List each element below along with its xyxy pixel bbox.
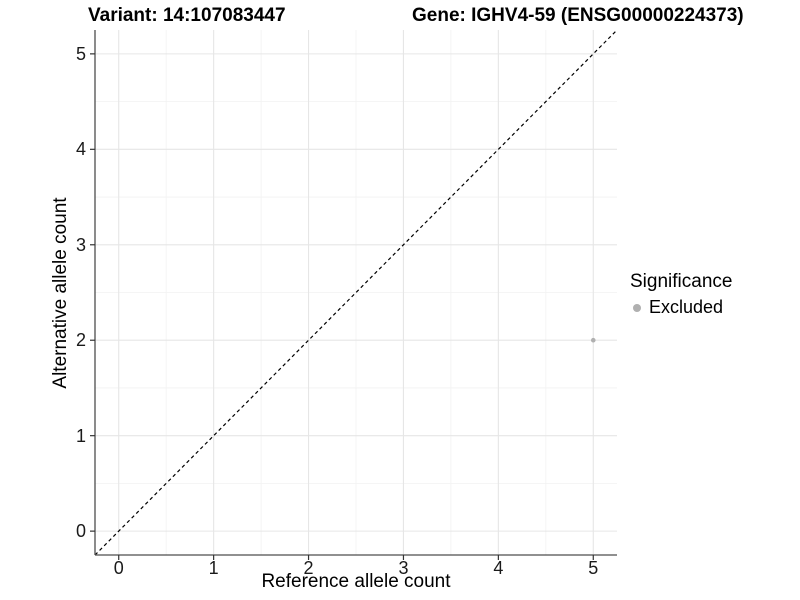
- y-tick-label: 2: [75, 330, 86, 351]
- x-tick-label: 1: [208, 558, 219, 578]
- y-tick-label: 5: [75, 43, 86, 64]
- plot-title-variant: Variant: 14:107083447: [88, 5, 286, 26]
- legend-title: Significance: [630, 271, 733, 292]
- legend-item-excluded: Excluded: [630, 297, 732, 318]
- x-tick-label: 4: [493, 558, 504, 578]
- x-axis-title: Reference allele count: [261, 571, 451, 592]
- plot-title-gene: Gene: IGHV4-59 (ENSG00000224373): [412, 5, 744, 26]
- y-axis-title: Alternative allele count: [50, 196, 71, 389]
- legend-item-label: Excluded: [649, 297, 724, 317]
- x-tick-label: 2: [303, 558, 314, 578]
- y-tick-label: 3: [75, 234, 86, 255]
- y-tick-label: 1: [75, 425, 86, 446]
- y-tick-label: 4: [75, 139, 86, 160]
- x-tick-label: 3: [398, 558, 409, 578]
- x-tick-label: 5: [588, 558, 599, 578]
- legend-dot-excluded-icon: [633, 303, 641, 312]
- x-tick-label: 0: [113, 558, 124, 578]
- y-tick-label: 0: [75, 521, 86, 542]
- legend: Significance Excluded: [630, 271, 732, 318]
- data-point: [590, 337, 596, 343]
